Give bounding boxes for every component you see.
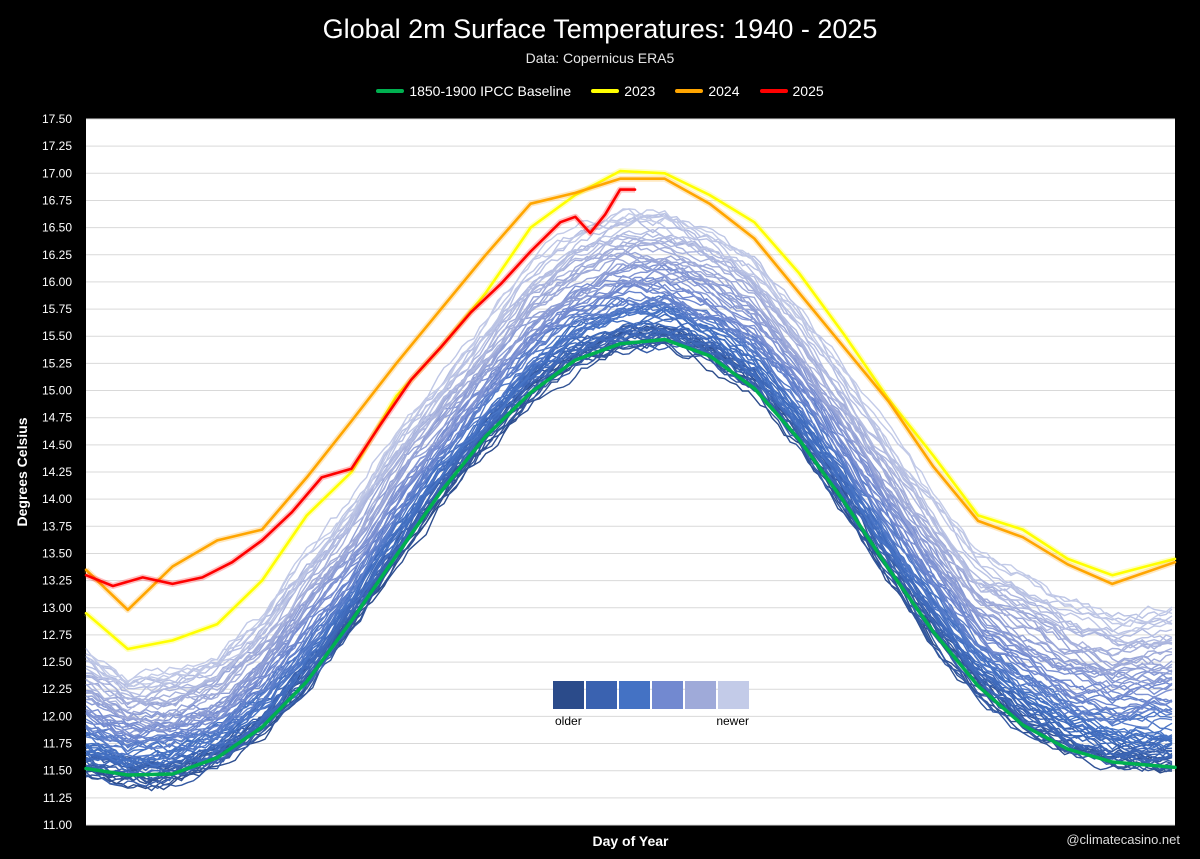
- legend-swatch-2025: [759, 89, 788, 93]
- historical-year-line: [85, 326, 1173, 765]
- y-tick-label: 12.25: [42, 682, 72, 696]
- y-tick-label: 17.25: [42, 139, 72, 153]
- legend-label-2025: 2025: [792, 83, 824, 99]
- y-tick-label: 11.25: [43, 791, 72, 805]
- y-tick-label: 11.00: [43, 818, 72, 832]
- newer-label: newer: [716, 714, 749, 728]
- y-tick-label: 15.25: [42, 356, 72, 370]
- older-label: older: [555, 714, 582, 728]
- legend-item-2024: 2024: [675, 83, 740, 99]
- age-swatch: [586, 681, 617, 709]
- y-tick-label: 12.50: [42, 655, 72, 669]
- credit-text: @climatecasino.net: [1066, 832, 1180, 847]
- y-tick-label: 12.75: [42, 628, 72, 642]
- y-tick-label: 13.50: [42, 546, 72, 560]
- y-tick-label: 15.75: [42, 302, 72, 316]
- historical-year-line: [85, 274, 1173, 719]
- historical-year-line: [85, 212, 1173, 683]
- y-tick-label: 13.00: [42, 601, 72, 615]
- legend-swatch-2023: [591, 89, 620, 93]
- historical-year-line: [85, 260, 1173, 731]
- legend-swatch-baseline: [376, 89, 405, 93]
- y-tick-label: 16.75: [42, 193, 72, 207]
- historical-year-line: [85, 254, 1173, 709]
- y-tick-label: 13.25: [42, 574, 72, 588]
- historical-year-line: [85, 239, 1173, 711]
- y-tick-label: 16.00: [42, 275, 72, 289]
- y-tick-label: 14.75: [42, 411, 72, 425]
- historical-year-line: [85, 301, 1173, 751]
- historical-year-line: [85, 296, 1173, 744]
- age-swatch: [553, 681, 584, 709]
- y-tick-label: 11.75: [43, 737, 72, 751]
- y-tick-label: 16.50: [42, 221, 72, 235]
- y-tick-label: 17.50: [42, 112, 72, 126]
- y-tick-label: 17.00: [42, 166, 72, 180]
- historical-year-line: [85, 330, 1173, 769]
- chart-subtitle: Data: Copernicus ERA5: [525, 50, 675, 66]
- legend-swatch-2024: [675, 89, 704, 93]
- historical-year-line: [85, 208, 1173, 688]
- legend-label-2023: 2023: [624, 83, 656, 99]
- historical-year-line: [85, 295, 1173, 761]
- historical-lines: [85, 208, 1173, 792]
- historical-year-line: [85, 323, 1173, 776]
- y-tick-label: 14.25: [42, 465, 72, 479]
- age-swatch: [685, 681, 716, 709]
- y-tick-label: 15.50: [42, 329, 72, 343]
- chart-title: Global 2m Surface Temperatures: 1940 - 2…: [322, 14, 878, 44]
- historical-year-line: [85, 228, 1173, 690]
- historical-year-line: [85, 237, 1173, 704]
- y-tick-label: 15.00: [42, 384, 72, 398]
- historical-year-line: [85, 263, 1173, 716]
- y-tick-label: 13.75: [42, 519, 72, 533]
- historical-year-line: [85, 283, 1173, 743]
- legend-item-2025: 2025: [759, 83, 824, 99]
- series-line-2023: [84, 169, 1177, 651]
- historical-year-line: [85, 275, 1173, 729]
- series-line-1850-1900 IPCC Baseline: [84, 337, 1177, 777]
- y-tick-label: 14.00: [42, 492, 72, 506]
- age-swatch: [718, 681, 749, 709]
- historical-year-line: [85, 290, 1173, 739]
- y-axis-title: Degrees Celsius: [14, 417, 30, 526]
- historical-year-line: [85, 319, 1173, 775]
- historical-year-line: [85, 243, 1173, 707]
- y-tick-label: 12.00: [42, 709, 72, 723]
- legend-label-2024: 2024: [708, 83, 740, 99]
- age-swatch: [652, 681, 683, 709]
- historical-year-line: [85, 280, 1173, 734]
- series-line-2025: [84, 188, 637, 588]
- historical-year-line: [85, 212, 1173, 693]
- legend-item-2023: 2023: [591, 83, 655, 99]
- legend-item-baseline: 1850-1900 IPCC Baseline: [376, 83, 571, 99]
- age-swatch: [619, 681, 650, 709]
- historical-year-line: [85, 232, 1173, 693]
- legend-label-baseline: 1850-1900 IPCC Baseline: [409, 83, 572, 99]
- historical-year-line: [85, 297, 1173, 749]
- series-line-2024: [84, 177, 1177, 612]
- x-axis-title: Day of Year: [592, 833, 669, 849]
- y-tick-label: 16.25: [42, 248, 72, 262]
- y-tick-label: 14.50: [42, 438, 72, 452]
- y-tick-label: 11.50: [43, 764, 72, 778]
- legend: 1850-1900 IPCC Baseline 2023 2024 2025: [0, 83, 1200, 99]
